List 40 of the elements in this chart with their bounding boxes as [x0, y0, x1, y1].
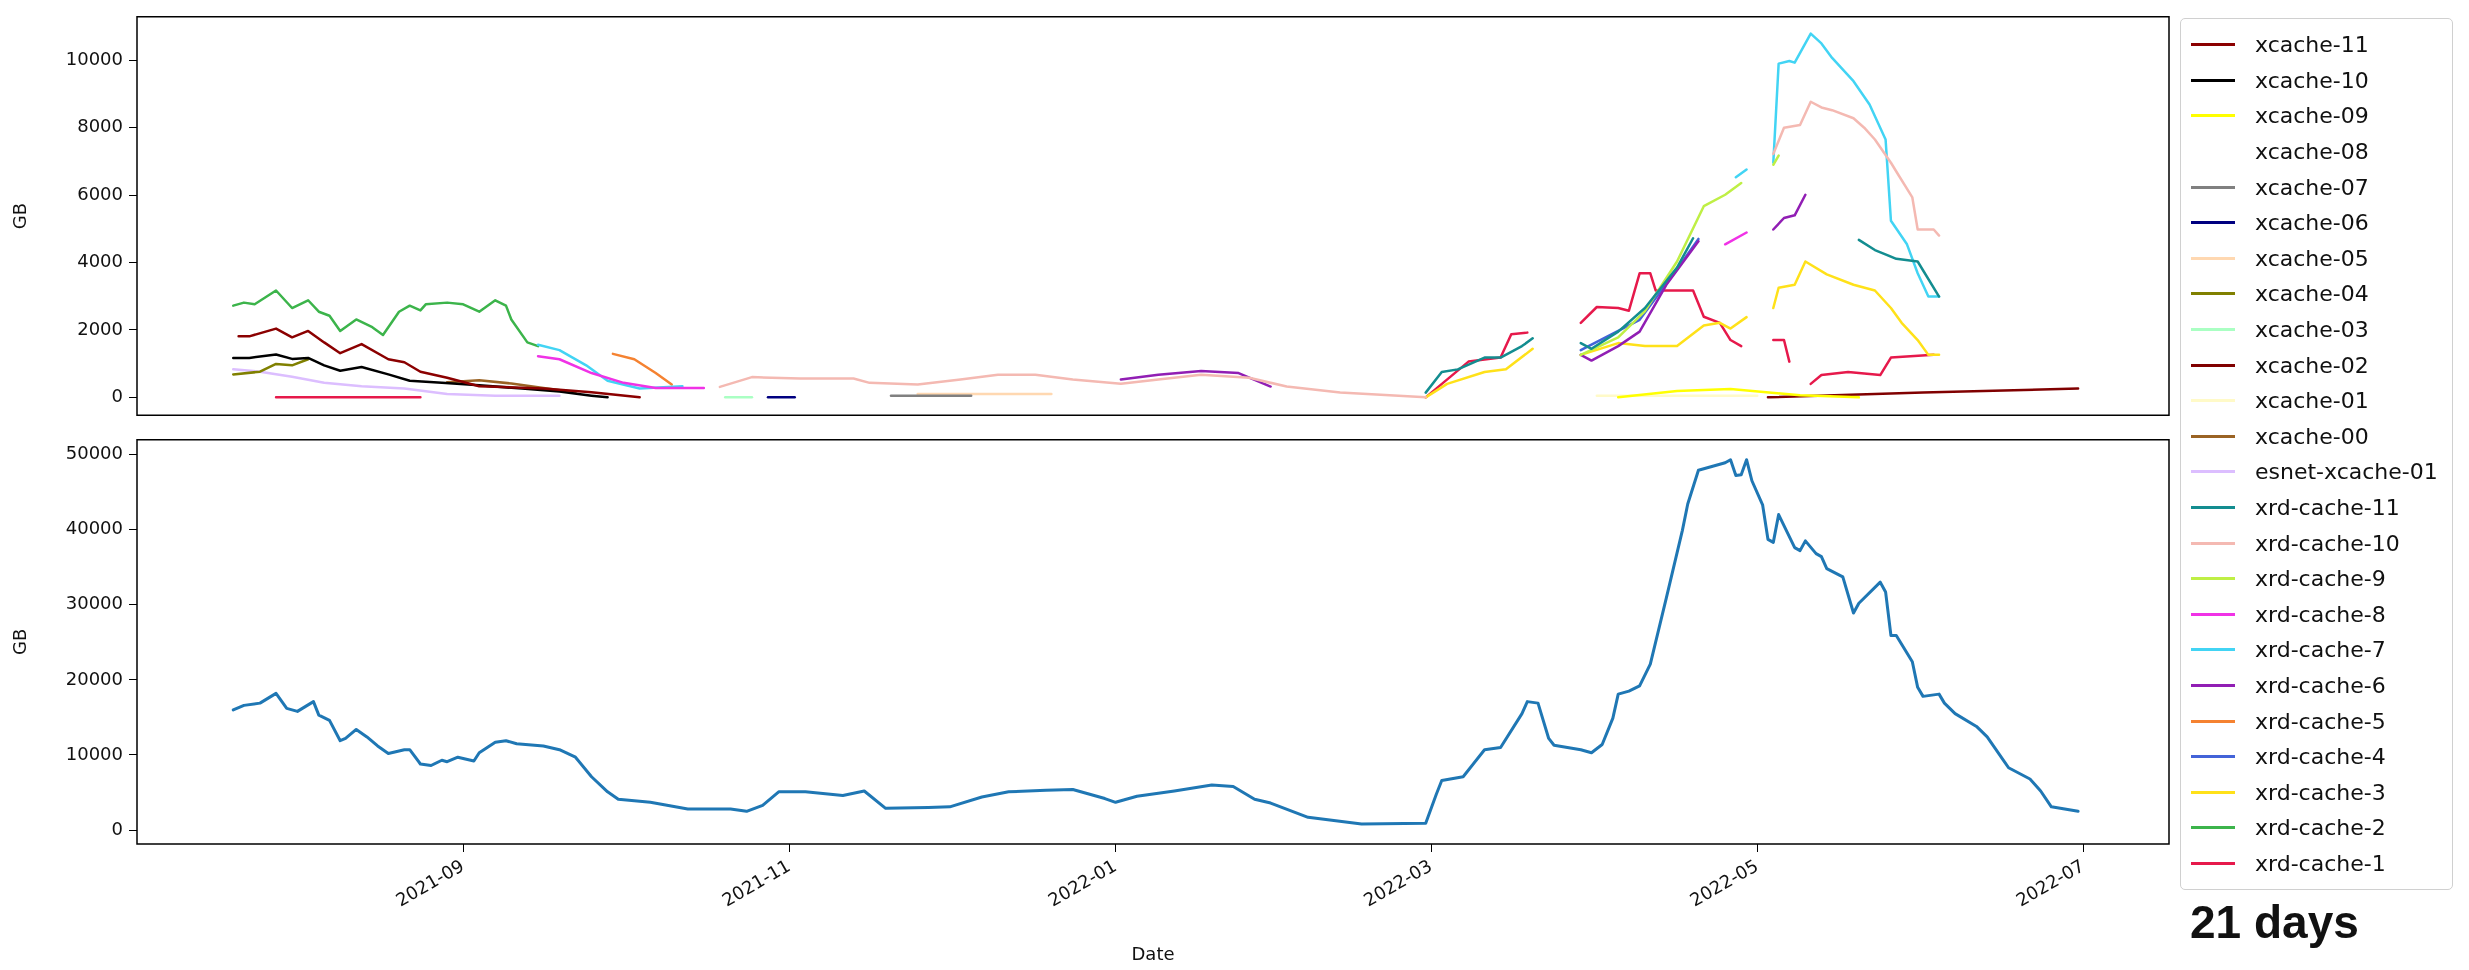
legend-label: xrd-cache-2 — [2255, 815, 2386, 841]
legend-label: xcache-01 — [2255, 388, 2369, 414]
legend-label: xrd-cache-1 — [2255, 850, 2386, 876]
legend-label: xrd-cache-5 — [2255, 708, 2386, 734]
legend-label: xcache-11 — [2255, 32, 2369, 58]
legend-label: xrd-cache-8 — [2255, 601, 2386, 627]
y-axis-title: GB — [9, 202, 31, 230]
legend-label: xcache-07 — [2255, 174, 2369, 200]
legend-label: xcache-09 — [2255, 103, 2369, 129]
legend-label: xcache-05 — [2255, 245, 2369, 271]
text: 21 days — [2190, 895, 2359, 949]
y-tick-label: 0 — [111, 385, 123, 407]
legend-label: xcache-02 — [2255, 352, 2369, 378]
y-tick-label: 30000 — [65, 592, 123, 614]
x-axis-title: Date — [1131, 942, 1175, 964]
legend-label: xcache-04 — [2255, 281, 2369, 307]
legend-label: xrd-cache-9 — [2255, 566, 2386, 592]
y-tick-label: 50000 — [65, 442, 123, 464]
legend-label: xcache-10 — [2255, 67, 2369, 93]
legend-label: xrd-cache-11 — [2255, 495, 2400, 521]
legend-label: xrd-cache-3 — [2255, 779, 2386, 805]
y-tick-label: 2000 — [77, 317, 123, 339]
y-tick-label: 10000 — [65, 742, 123, 764]
y-tick-label: 0 — [111, 817, 123, 839]
y-tick-label: 4000 — [77, 250, 123, 272]
legend-label: xrd-cache-6 — [2255, 672, 2386, 698]
y-tick-label: 6000 — [77, 182, 123, 204]
y-axis-title: GB — [9, 628, 31, 656]
legend-label: xrd-cache-7 — [2255, 637, 2386, 663]
y-tick-label: 10000 — [65, 47, 123, 69]
y-tick-label: 20000 — [65, 667, 123, 689]
legend-label: esnet-xcache-01 — [2255, 459, 2438, 485]
legend-label: xcache-00 — [2255, 423, 2369, 449]
y-tick-label: 8000 — [77, 115, 123, 137]
y-tick-label: 40000 — [65, 517, 123, 539]
legend-label: xrd-cache-4 — [2255, 744, 2386, 770]
legend-label: xrd-cache-10 — [2255, 530, 2400, 556]
legend-label: xcache-03 — [2255, 317, 2369, 343]
legend-label: xcache-06 — [2255, 210, 2369, 236]
text: xcache-08 — [2255, 139, 2369, 165]
